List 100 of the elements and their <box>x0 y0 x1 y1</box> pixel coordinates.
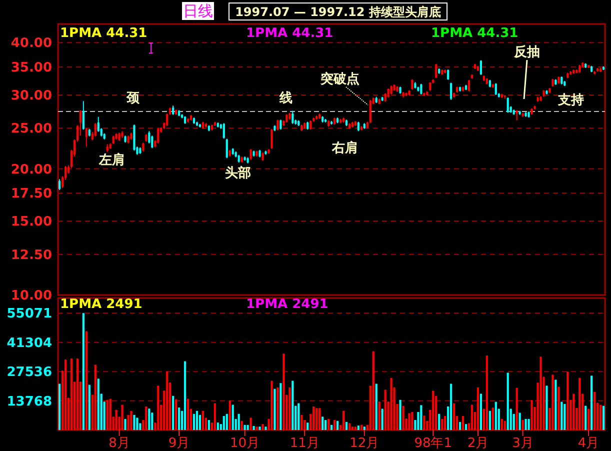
bar <box>432 390 434 430</box>
bar <box>157 386 160 430</box>
bar <box>546 386 548 430</box>
bar <box>85 331 88 430</box>
bar <box>464 424 468 430</box>
bar <box>148 408 150 430</box>
y-tick-label: 35.00 <box>10 60 52 76</box>
bar <box>599 404 602 430</box>
y-tick-label: 55071 <box>6 306 52 322</box>
bar <box>330 424 333 430</box>
candlestick <box>447 69 450 80</box>
x-tick-label: 2月 <box>467 436 489 451</box>
bar <box>288 387 291 430</box>
bar <box>312 406 315 430</box>
candlestick <box>450 82 452 100</box>
candlestick <box>151 135 154 149</box>
bar <box>270 380 273 430</box>
annotation: 左肩 <box>98 152 125 168</box>
bar <box>372 351 374 430</box>
bar <box>578 378 581 430</box>
bar <box>94 364 96 430</box>
bar <box>109 398 112 430</box>
candlestick <box>157 128 160 144</box>
bar <box>318 408 321 430</box>
bar <box>175 399 178 430</box>
bar <box>133 414 136 430</box>
bar <box>476 387 480 430</box>
bar <box>402 406 404 430</box>
bar <box>488 410 491 430</box>
y-tick-label: 41304 <box>6 336 52 351</box>
bar <box>292 380 294 430</box>
bar <box>280 383 282 430</box>
bar <box>381 408 384 430</box>
bar <box>130 410 132 430</box>
y-tick-label: 10.00 <box>10 288 52 304</box>
candlestick <box>387 88 390 98</box>
candlestick <box>516 110 518 121</box>
bar <box>354 426 356 430</box>
candlestick <box>226 138 228 159</box>
candlestick <box>310 120 312 130</box>
candlestick <box>148 130 150 144</box>
bar <box>127 414 130 430</box>
bar <box>252 426 255 430</box>
y-tick-label: 27536 <box>6 365 52 380</box>
candlestick <box>468 79 470 92</box>
x-tick-label: 9月 <box>168 436 190 451</box>
bar <box>524 418 527 430</box>
bar <box>420 405 422 430</box>
bar <box>97 378 100 430</box>
bar <box>306 422 309 430</box>
bar <box>399 400 402 430</box>
bar <box>208 420 210 430</box>
bar <box>216 422 219 430</box>
bar <box>528 418 530 430</box>
bar <box>246 424 249 430</box>
candlestick <box>97 116 100 132</box>
bar <box>470 404 474 430</box>
bar <box>348 423 350 430</box>
chart-subtitle: 日线 <box>183 2 213 20</box>
bar <box>522 420 524 430</box>
bar <box>186 398 190 430</box>
y-tick-label: 30.00 <box>10 88 52 104</box>
annotation: 1PMA 44.31 <box>60 26 148 41</box>
bar <box>145 406 148 430</box>
bar <box>226 414 228 430</box>
bar <box>486 356 488 430</box>
annotation: 右肩 <box>331 140 358 156</box>
candlestick <box>85 128 88 148</box>
bar <box>274 388 276 430</box>
candlestick <box>480 60 482 76</box>
bar <box>423 416 426 430</box>
bar <box>228 400 231 430</box>
bar <box>202 410 204 430</box>
annotation: 1PMA 44.31 <box>431 26 518 41</box>
bar <box>115 410 118 430</box>
bar <box>321 416 324 430</box>
bar <box>438 414 440 430</box>
annotation: 支持 <box>557 93 584 108</box>
bar <box>151 412 154 430</box>
bar <box>506 372 509 430</box>
bar <box>244 424 246 430</box>
bar <box>166 371 168 430</box>
candlestick <box>82 100 84 130</box>
bar <box>558 386 560 430</box>
annotation: 1PMA 44.31 <box>246 26 334 41</box>
candlestick <box>250 148 252 160</box>
bar <box>584 406 587 430</box>
bar <box>196 410 198 430</box>
x-tick-label: 98年1 <box>414 436 452 451</box>
bar <box>458 422 462 430</box>
annotation: 反抽 <box>513 44 540 60</box>
y-tick-label: 12.50 <box>10 248 52 263</box>
candlestick <box>506 96 509 114</box>
bar <box>566 372 569 430</box>
bar <box>360 424 362 430</box>
bar <box>327 418 330 430</box>
y-tick-label: 40.00 <box>10 36 52 52</box>
bar <box>494 402 497 430</box>
bar <box>121 404 124 430</box>
bar <box>518 412 521 430</box>
